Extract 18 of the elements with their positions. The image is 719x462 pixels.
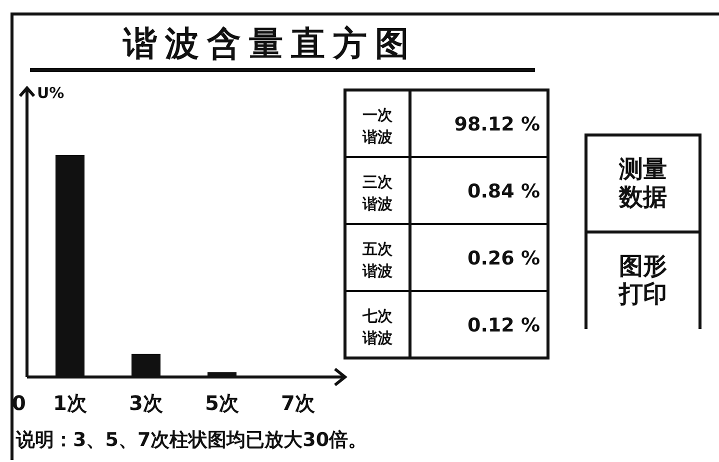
- text: 图形打印: [618, 252, 667, 308]
- x-tick-label: 5次: [205, 391, 240, 415]
- text: 0.12 %: [467, 314, 540, 336]
- x-tick-label: 7次: [281, 391, 316, 415]
- text: 0.26 %: [467, 248, 540, 270]
- text: 三次谐波: [362, 173, 394, 213]
- text: 98.12 %: [454, 114, 540, 136]
- text: 0.84 %: [467, 180, 540, 202]
- y-axis-title: U%: [37, 84, 64, 102]
- text: 五次谐波: [362, 240, 394, 280]
- text: 一次谐波: [362, 106, 394, 146]
- x-tick-label: 1次: [53, 391, 88, 415]
- text: 0: [12, 391, 26, 415]
- text: 说明：3、5、7次柱状图均已放大30倍。: [15, 429, 368, 451]
- chart-title: 谐波含量直方图: [122, 24, 417, 64]
- text: 测量数据: [618, 155, 667, 211]
- x-tick-label: 3次: [129, 391, 164, 415]
- text: 七次谐波: [362, 307, 394, 347]
